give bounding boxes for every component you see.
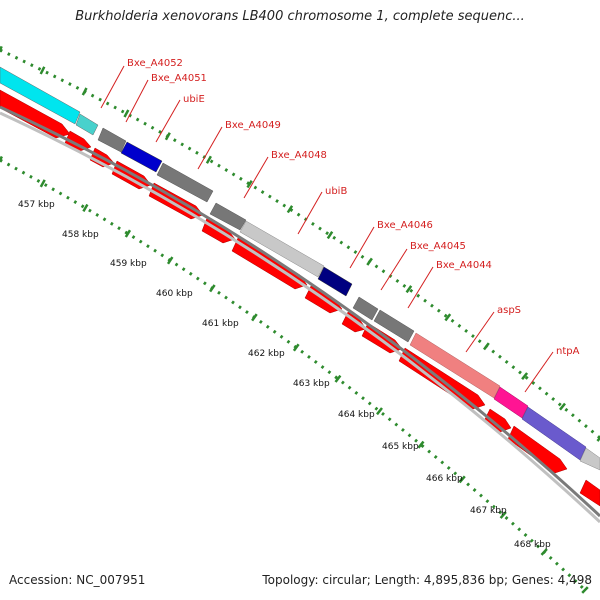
gene-label[interactable]: ubiB xyxy=(325,186,347,197)
major-tick xyxy=(417,440,425,449)
major-tick xyxy=(123,109,130,118)
feature-grey-bar-3 xyxy=(209,202,247,231)
ruler-label: 458 kbp xyxy=(62,230,99,240)
leader-bxe-a4052 xyxy=(100,65,125,109)
major-tick xyxy=(209,284,216,293)
major-tick xyxy=(251,313,258,322)
leader-ntpa xyxy=(524,351,554,393)
ruler-label: 468 kbp xyxy=(514,540,551,550)
ruler-label: 466 kbp xyxy=(426,474,463,484)
major-tick xyxy=(444,313,452,322)
inner-tick-track xyxy=(0,158,587,592)
major-tick xyxy=(405,285,413,294)
major-tick xyxy=(482,342,490,351)
backbone-inner xyxy=(0,111,600,524)
gene-label[interactable]: Bxe_A4051 xyxy=(151,73,207,84)
gene-label[interactable]: aspS xyxy=(497,305,521,316)
feature-grey-bar-4 xyxy=(352,296,379,321)
major-tick xyxy=(596,436,600,442)
feature-cyan-bar xyxy=(0,66,81,125)
ruler-label: 463 kbp xyxy=(293,379,330,389)
major-tick xyxy=(39,66,46,75)
feature-navy-bar xyxy=(317,266,353,297)
ruler-label: 459 kbp xyxy=(110,259,147,269)
gene-label[interactable]: Bxe_A4046 xyxy=(377,220,433,231)
major-tick xyxy=(499,511,507,519)
leader-bxe-a4048 xyxy=(243,156,269,199)
major-tick xyxy=(82,203,89,213)
ruler-label: 464 kbp xyxy=(338,410,375,420)
major-tick xyxy=(0,155,3,163)
gene-label[interactable]: ubiE xyxy=(183,94,205,105)
major-tick xyxy=(334,374,342,383)
feature-salmon-bar xyxy=(409,332,501,399)
feature-grey-bar-5 xyxy=(373,309,415,343)
feature-grey-bar-1 xyxy=(97,127,127,153)
gene-label[interactable]: ntpA xyxy=(556,346,580,357)
inner-major-ticks xyxy=(0,155,589,594)
accession-text: Accession: NC_007951 xyxy=(9,573,146,587)
major-tick xyxy=(521,372,529,380)
major-tick xyxy=(376,407,383,416)
backbone-outer xyxy=(0,105,600,518)
gene-label[interactable]: Bxe_A4052 xyxy=(127,58,183,69)
feature-lightgrey-bar xyxy=(239,220,325,278)
major-tick xyxy=(292,343,300,352)
major-tick xyxy=(581,586,589,594)
major-tick xyxy=(0,45,3,53)
leader-bxe-a4051 xyxy=(125,79,149,123)
leader-ubie xyxy=(155,99,181,143)
feature-cyan-small-bar xyxy=(75,113,99,136)
outer-major-ticks xyxy=(0,45,600,442)
map-title: Burkholderia xenovorans LB400 chromosome… xyxy=(75,9,525,24)
gene-label[interactable]: Bxe_A4045 xyxy=(410,241,466,252)
gene-label-leaders xyxy=(100,65,554,393)
ruler-label: 462 kbp xyxy=(248,349,285,359)
topology-summary: Topology: circular; Length: 4,895,836 bp… xyxy=(262,573,592,587)
leader-ubib xyxy=(297,191,323,235)
leader-bxe-a4044 xyxy=(407,266,434,309)
ruler-label: 467 kbp xyxy=(470,506,507,516)
leader-bxe-a4045 xyxy=(380,248,408,291)
gene-label[interactable]: Bxe_A4049 xyxy=(225,120,281,131)
major-tick xyxy=(286,205,294,214)
leader-asps xyxy=(465,311,495,353)
leader-bxe-a4046 xyxy=(349,226,375,269)
feature-pink-bar xyxy=(493,386,529,419)
major-tick xyxy=(326,231,334,240)
ruler-label: 457 kbp xyxy=(18,200,55,210)
feature-track-cog xyxy=(0,66,600,471)
cds-arrow-12 xyxy=(483,408,512,433)
major-tick xyxy=(166,256,174,265)
major-tick xyxy=(205,155,212,164)
gene-label[interactable]: Bxe_A4044 xyxy=(436,260,492,271)
ruler-label: 465 kbp xyxy=(382,442,419,452)
feature-blue-bar xyxy=(120,141,163,173)
cds-arrow-14 xyxy=(579,479,600,507)
major-tick xyxy=(39,179,46,188)
major-tick xyxy=(540,548,548,556)
feature-grey-bar-2 xyxy=(156,162,214,203)
major-tick xyxy=(559,402,566,411)
ruler-label: 460 kbp xyxy=(156,289,193,299)
outer-tick-track xyxy=(0,48,600,440)
major-tick xyxy=(246,180,253,189)
ruler-label: 461 kbp xyxy=(202,319,239,329)
feature-lightgrey-bar-2 xyxy=(579,447,600,471)
major-tick xyxy=(366,257,373,266)
major-tick xyxy=(458,475,466,484)
gene-label[interactable]: Bxe_A4048 xyxy=(271,150,327,161)
major-tick xyxy=(81,87,88,96)
major-tick xyxy=(124,229,132,238)
feature-purple-bar xyxy=(521,406,587,461)
leader-bxe-a4049 xyxy=(197,126,223,170)
major-tick xyxy=(164,132,171,141)
